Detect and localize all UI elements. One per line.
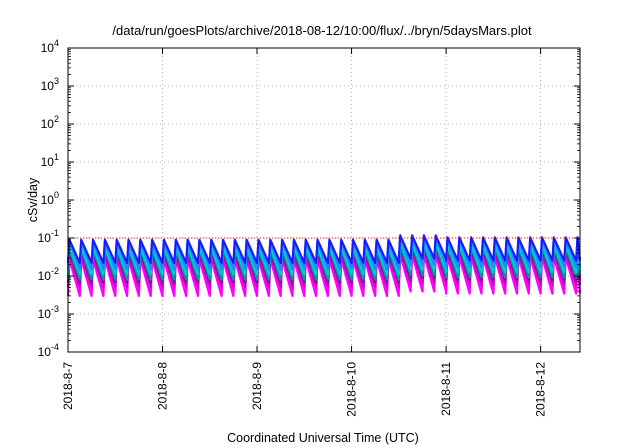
grid xyxy=(68,48,580,352)
x-tick-label: 2018-8-7 xyxy=(61,362,75,410)
x-tick-label: 2018-8-10 xyxy=(345,362,359,417)
y-axis-label: cSv/day xyxy=(26,177,40,222)
y-tick-label: 104 xyxy=(41,38,59,55)
series-line xyxy=(66,234,582,265)
y-tick-label: 10-2 xyxy=(38,266,59,283)
chart-title: /data/run/goesPlots/archive/2018-08-12/1… xyxy=(112,23,532,38)
x-axis-label: Coordinated Universal Time (UTC) xyxy=(227,431,419,445)
x-tick-label: 2018-8-11 xyxy=(439,362,453,416)
y-tick-label: 10-4 xyxy=(38,342,59,359)
x-tick-label: 2018-8-9 xyxy=(250,362,264,410)
y-tick-label: 100 xyxy=(41,190,59,207)
y-tick-label: 103 xyxy=(41,76,59,93)
x-tick-labels: 2018-8-7 2018-8-8 2018-8-9 2018-8-10 2018-8-… xyxy=(61,362,548,417)
y-tick-label: 10-3 xyxy=(38,304,59,321)
y-tick-label: 102 xyxy=(41,114,59,131)
y-tick-label: 101 xyxy=(41,152,59,169)
y-tick-label: 10-1 xyxy=(38,228,59,245)
series-layer xyxy=(66,234,582,297)
y-tick-labels: 10-4 10-3 10-2 10-1 100 101 102 103 104 xyxy=(38,38,59,359)
x-tick-label: 2018-8-12 xyxy=(534,362,548,417)
x-tick-label: 2018-8-8 xyxy=(156,362,170,410)
ticks xyxy=(67,47,580,353)
